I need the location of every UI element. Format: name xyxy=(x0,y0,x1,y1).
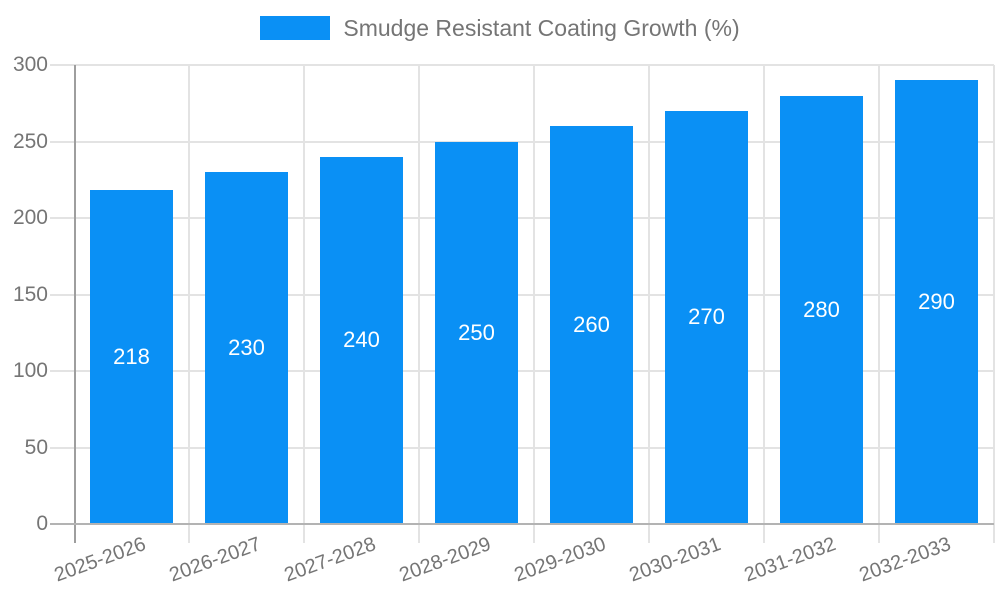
x-axis-baseline xyxy=(50,523,994,525)
legend-swatch xyxy=(260,16,331,40)
x-tick-label: 2030-2031 xyxy=(626,533,724,587)
y-tick-label: 200 xyxy=(12,206,48,229)
x-tick-label: 2029-2030 xyxy=(511,533,609,587)
bar-value-label: 218 xyxy=(113,344,150,370)
legend: Smudge Resistant Coating Growth (%) xyxy=(0,16,1000,40)
y-tick-label: 300 xyxy=(12,53,48,76)
bar-value-label: 230 xyxy=(228,335,265,361)
bar xyxy=(320,156,403,524)
y-axis-line xyxy=(74,65,76,543)
y-gridline xyxy=(50,446,994,449)
bar-value-label: 280 xyxy=(803,296,840,322)
bar xyxy=(780,95,863,524)
x-tick-label: 2028-2029 xyxy=(396,533,494,587)
x-gridline xyxy=(188,65,190,543)
bar xyxy=(665,110,748,524)
y-tick-label: 0 xyxy=(36,512,48,535)
x-gridline xyxy=(648,65,650,543)
y-gridline xyxy=(50,370,994,372)
bar-value-label: 240 xyxy=(343,327,380,353)
y-gridline xyxy=(50,64,994,66)
bar-value-label: 260 xyxy=(573,312,610,338)
y-gridline xyxy=(50,140,994,143)
x-gridline xyxy=(993,65,995,543)
x-gridline xyxy=(303,65,305,543)
x-gridline xyxy=(763,65,765,543)
bar xyxy=(90,190,173,524)
bar-value-label: 270 xyxy=(688,304,725,330)
bar xyxy=(895,80,978,524)
x-tick-label: 2025-2026 xyxy=(51,533,149,587)
y-tick-label: 150 xyxy=(12,282,48,306)
y-tick-label: 250 xyxy=(12,129,48,153)
bar-value-label: 250 xyxy=(458,319,495,345)
y-gridline xyxy=(50,217,994,219)
x-tick-label: 2026-2027 xyxy=(166,533,264,587)
bar xyxy=(205,172,288,524)
y-tick-label: 50 xyxy=(24,435,48,459)
plot-area: 218 230 240 250 260 270 280 290 xyxy=(50,64,995,543)
x-tick-label: 2027-2028 xyxy=(281,533,379,587)
bar xyxy=(550,126,633,524)
y-gridline xyxy=(50,293,994,296)
y-tick-label: 100 xyxy=(12,359,48,382)
x-gridline xyxy=(418,65,420,543)
x-gridline xyxy=(533,65,535,543)
legend-label: Smudge Resistant Coating Growth (%) xyxy=(343,15,740,41)
x-tick-label: 2032-2033 xyxy=(856,533,954,587)
bar xyxy=(435,141,518,524)
x-gridline xyxy=(878,65,880,543)
x-tick-label: 2031-2032 xyxy=(741,533,839,587)
bar-value-label: 290 xyxy=(918,289,955,315)
